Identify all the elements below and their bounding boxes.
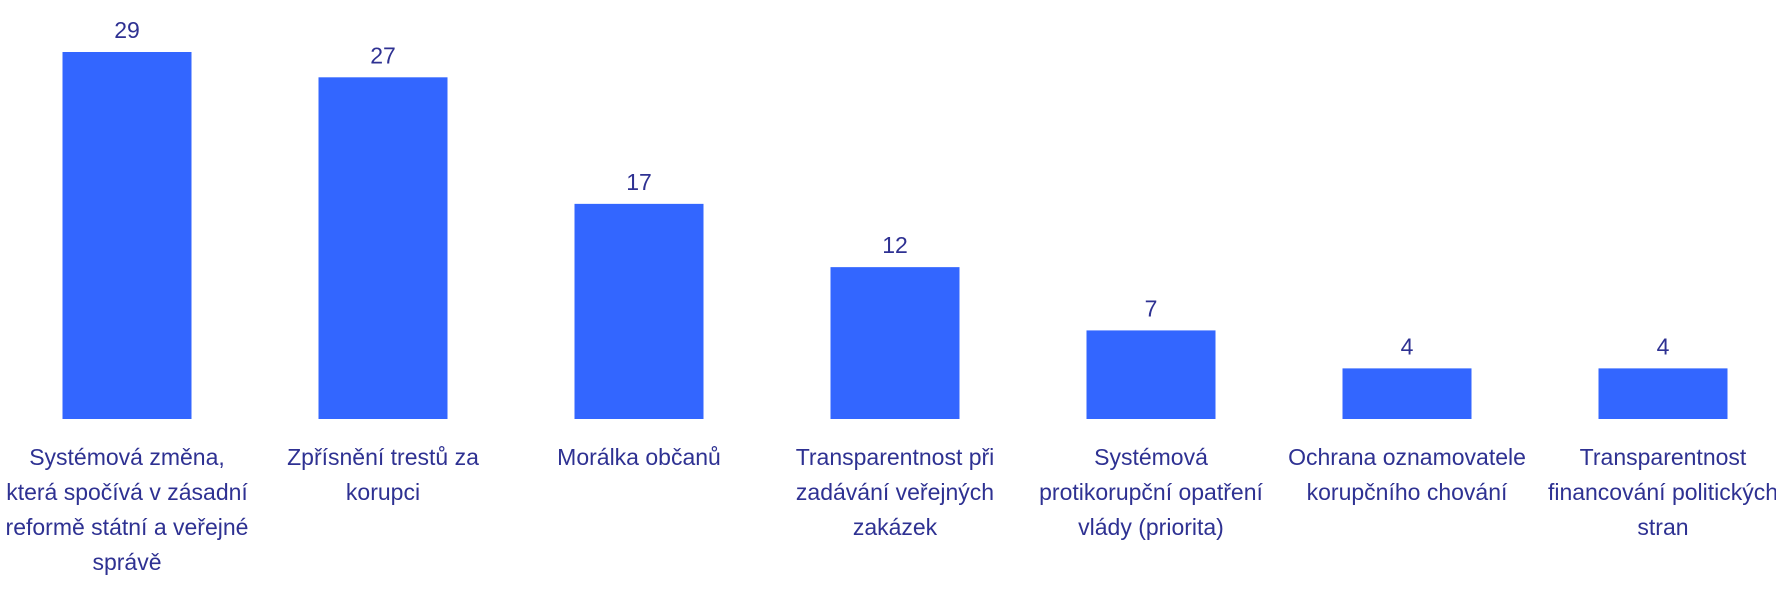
- bar: [830, 267, 960, 419]
- x-tick-label: Transparentnost při zadávání veřejných z…: [795, 444, 995, 540]
- bar: [1342, 368, 1472, 419]
- data-label: 12: [882, 232, 908, 258]
- data-label: 27: [370, 42, 396, 68]
- data-label: 4: [1657, 333, 1670, 359]
- data-label: 17: [626, 169, 652, 195]
- x-tick-label: Morálka občanů: [557, 444, 721, 470]
- data-label: 7: [1145, 295, 1158, 321]
- x-tick-label: Transparentnost financování politických …: [1547, 444, 1776, 540]
- x-tick-label: Systémová změna, která spočívá v zásadní…: [5, 444, 249, 575]
- x-tick-label: Ochrana oznamovatele korupčního chování: [1288, 444, 1526, 505]
- x-tick-label: Systémová protikorupční opatření vlády (…: [1039, 444, 1263, 540]
- bar: [574, 203, 704, 419]
- data-label: 4: [1401, 333, 1414, 359]
- bar: [62, 52, 192, 419]
- bar: [1598, 368, 1728, 419]
- bar: [1086, 330, 1216, 419]
- data-label: 29: [114, 17, 140, 43]
- bar: [318, 77, 448, 419]
- x-tick-label: Zpřísnění trestů za korupci: [287, 444, 479, 505]
